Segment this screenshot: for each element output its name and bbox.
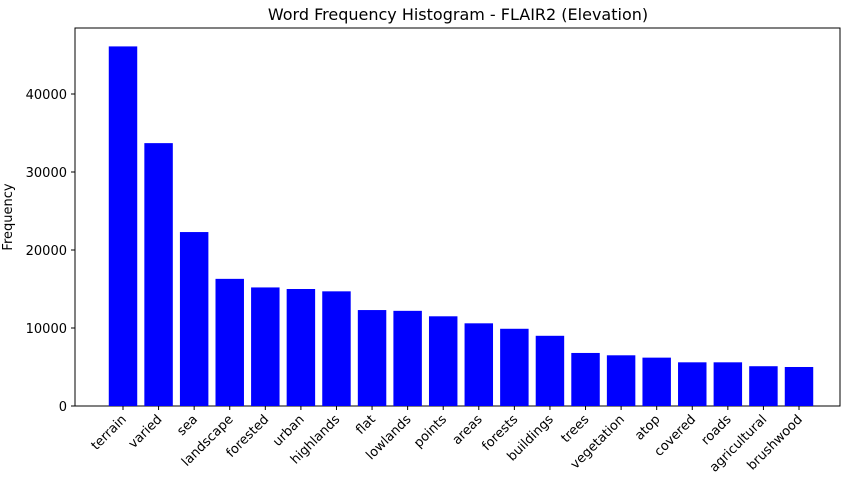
bar (606, 355, 636, 406)
x-tick-label: atop (632, 412, 663, 443)
bar (215, 278, 244, 406)
bar (713, 362, 743, 406)
bar (108, 46, 138, 407)
bar (535, 335, 565, 406)
bar (678, 362, 707, 406)
bar (393, 310, 422, 406)
y-tick-label: 30000 (26, 166, 67, 181)
bar (749, 366, 778, 406)
bar (642, 357, 671, 406)
chart-title: Word Frequency Histogram - FLAIR2 (Eleva… (268, 5, 648, 24)
bar (286, 288, 316, 406)
x-tick-label: points (411, 412, 450, 451)
bar (464, 323, 494, 406)
y-tick-label: 0 (59, 400, 67, 415)
bar (500, 328, 529, 406)
bar (179, 232, 209, 406)
bar (144, 143, 173, 406)
x-tick-label: terrain (89, 412, 130, 453)
x-tick-label: flat (353, 412, 379, 438)
y-tick-label: 40000 (26, 88, 67, 103)
bar (784, 366, 814, 406)
y-tick-label: 20000 (26, 244, 67, 259)
bar (251, 287, 280, 406)
plot-frame (74, 27, 841, 407)
bar (571, 352, 600, 406)
y-tick-label: 10000 (26, 322, 67, 337)
x-tick-label: varied (126, 412, 166, 452)
y-axis-label: Frequency (1, 183, 16, 250)
bar (322, 291, 351, 406)
bar (428, 316, 458, 406)
x-tick-label: sea (174, 412, 201, 439)
bar (357, 310, 387, 406)
